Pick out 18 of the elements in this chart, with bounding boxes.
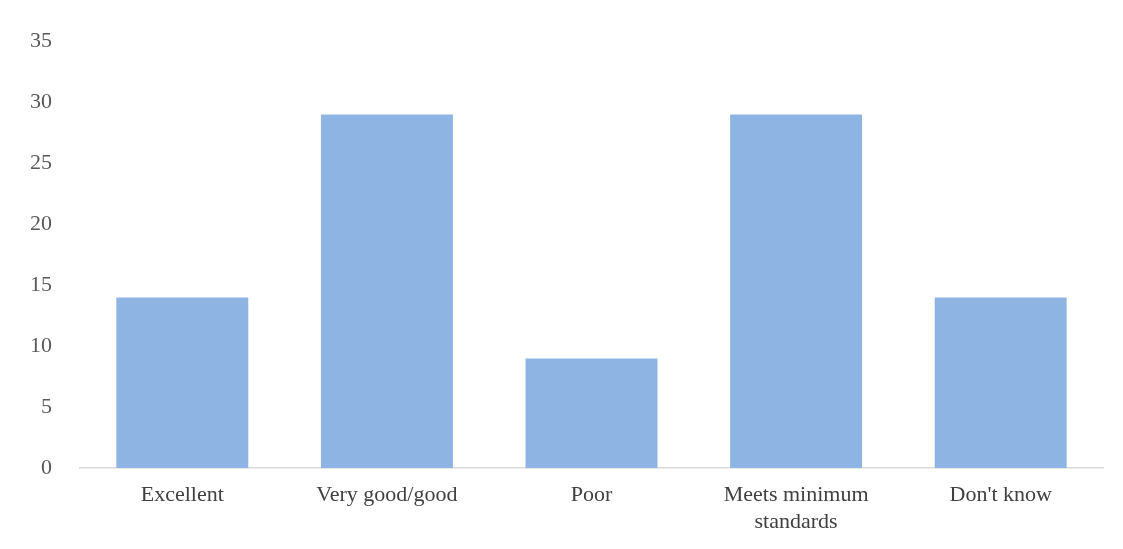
x-tick-label: Don't know bbox=[949, 481, 1052, 507]
y-tick-label: 10 bbox=[30, 331, 52, 357]
y-tick-label: 35 bbox=[30, 26, 52, 52]
y-tick-label: 5 bbox=[41, 392, 52, 418]
x-tick-label: Excellent bbox=[140, 481, 224, 507]
x-tick-label: Very good/good bbox=[316, 481, 458, 507]
bar bbox=[320, 114, 453, 469]
y-tick-label: 25 bbox=[30, 148, 52, 174]
x-tick-label: Meets minimum standards bbox=[723, 481, 869, 533]
bar bbox=[730, 114, 863, 469]
bar bbox=[934, 297, 1067, 469]
y-tick-label: 15 bbox=[30, 270, 52, 296]
bar bbox=[116, 297, 249, 469]
y-tick-label: 30 bbox=[30, 87, 52, 113]
x-tick-label: Poor bbox=[570, 481, 613, 507]
y-tick-label: 20 bbox=[30, 209, 52, 235]
bar bbox=[525, 358, 658, 469]
y-tick-label: 0 bbox=[41, 453, 52, 479]
